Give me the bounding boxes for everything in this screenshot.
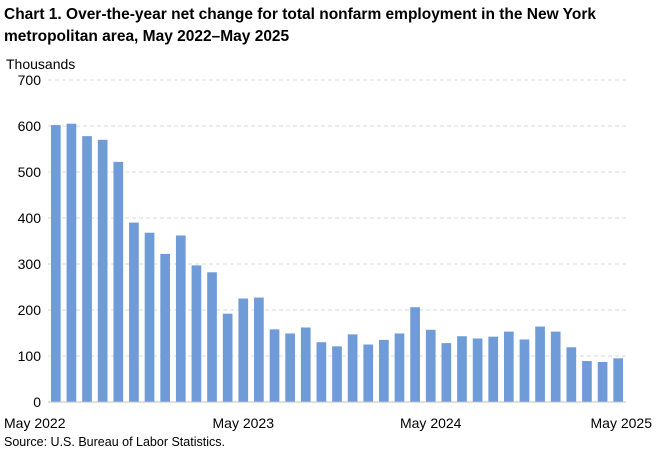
bar <box>207 272 217 402</box>
bar <box>488 336 499 402</box>
y-tick-label: 200 <box>18 302 42 318</box>
y-tick-label: 0 <box>33 394 41 410</box>
bar <box>535 326 545 402</box>
bar <box>316 342 327 402</box>
bar <box>363 344 374 402</box>
x-tick-label: May 2025 <box>591 415 653 431</box>
bar <box>332 346 342 402</box>
bar <box>503 331 514 402</box>
x-axis-ticks: May 2022 May 2023 May 2024 May 2025 <box>4 415 652 431</box>
bar <box>144 232 155 402</box>
bar <box>347 334 358 402</box>
bar <box>472 338 483 402</box>
bar <box>129 222 139 402</box>
y-axis-unit-label: Thousands <box>6 56 75 72</box>
y-tick-label: 300 <box>18 256 42 272</box>
bar <box>254 297 264 402</box>
bar <box>82 136 92 402</box>
bar <box>597 361 608 402</box>
x-tick-label: May 2024 <box>400 415 462 431</box>
bar <box>410 307 420 402</box>
chart-title: Chart 1. Over-the-year net change for to… <box>4 6 596 45</box>
bar <box>160 253 171 402</box>
bar <box>582 361 592 402</box>
bar <box>550 331 561 402</box>
x-tick-label: May 2022 <box>4 415 66 431</box>
bar <box>613 358 624 402</box>
bar <box>97 139 108 403</box>
y-tick-label: 700 <box>18 72 42 88</box>
y-tick-label: 100 <box>18 348 42 364</box>
bar <box>66 123 77 402</box>
bar <box>379 339 389 402</box>
bar <box>394 333 405 402</box>
y-axis-ticks: 0 100 200 300 400 500 600 700 <box>18 72 42 410</box>
y-tick-label: 600 <box>18 118 42 134</box>
bar <box>222 313 233 402</box>
x-tick-label: May 2023 <box>213 415 275 431</box>
bar <box>285 333 295 402</box>
bar <box>519 339 530 402</box>
bar <box>457 336 467 402</box>
bar <box>441 343 452 402</box>
bar <box>269 329 280 402</box>
bar <box>300 327 311 402</box>
bars <box>50 123 624 403</box>
bar <box>113 161 124 402</box>
bar <box>238 298 249 402</box>
y-tick-label: 400 <box>18 210 42 226</box>
bar <box>425 329 436 402</box>
bar <box>175 235 186 402</box>
source-note: Source: U.S. Bureau of Labor Statistics. <box>4 435 225 449</box>
bar <box>191 265 202 402</box>
y-tick-label: 500 <box>18 164 42 180</box>
bar <box>50 125 61 402</box>
bar <box>566 347 577 402</box>
